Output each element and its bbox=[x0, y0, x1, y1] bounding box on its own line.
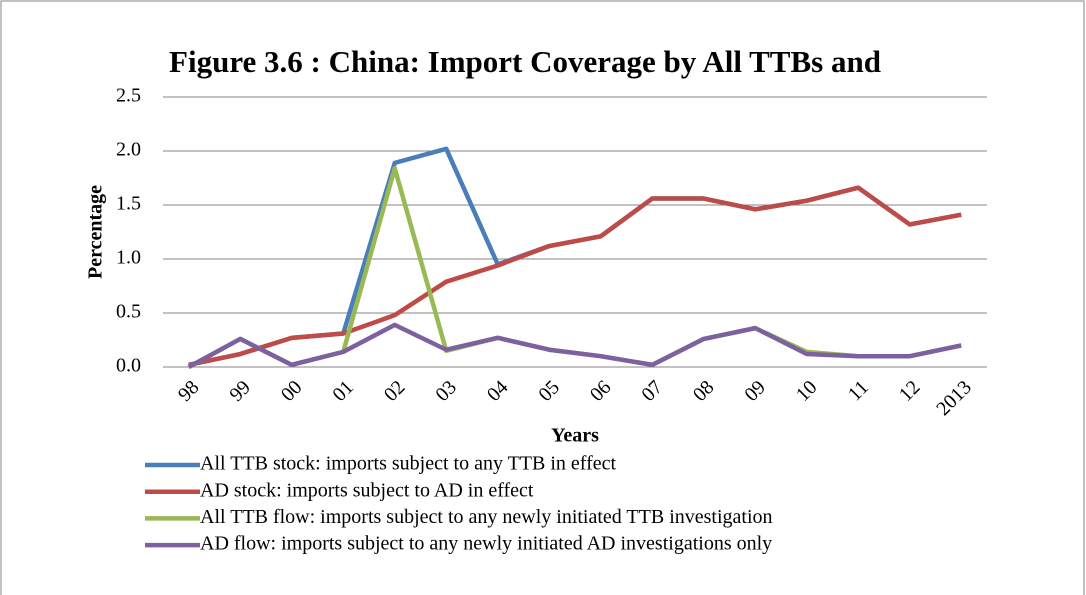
y-tick-label: 0.0 bbox=[116, 355, 141, 377]
chart-title: Figure 3.6 : China: Import Coverage by A… bbox=[169, 44, 881, 79]
legend-label: AD stock: imports subject to AD in effec… bbox=[200, 479, 534, 501]
y-tick-label: 2.5 bbox=[116, 85, 141, 107]
legend-label: All TTB flow: imports subject to any new… bbox=[200, 506, 773, 528]
series-line bbox=[188, 185, 962, 368]
y-axis-label: Percentage bbox=[85, 185, 107, 279]
y-tick-label: 2.0 bbox=[116, 139, 141, 161]
y-tick-label: 1.0 bbox=[116, 247, 141, 269]
series-line bbox=[187, 322, 962, 369]
y-tick-label: 1.5 bbox=[116, 193, 141, 215]
y-tick-label: 0.5 bbox=[116, 301, 141, 323]
legend-label: AD flow: imports subject to any newly in… bbox=[200, 533, 772, 555]
x-axis-label: Years bbox=[551, 425, 599, 447]
legend-label: All TTB stock: imports subject to any TT… bbox=[200, 453, 616, 475]
